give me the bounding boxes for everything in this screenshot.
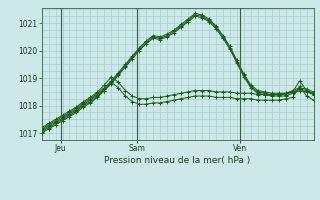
X-axis label: Pression niveau de la mer( hPa ): Pression niveau de la mer( hPa ): [104, 156, 251, 165]
